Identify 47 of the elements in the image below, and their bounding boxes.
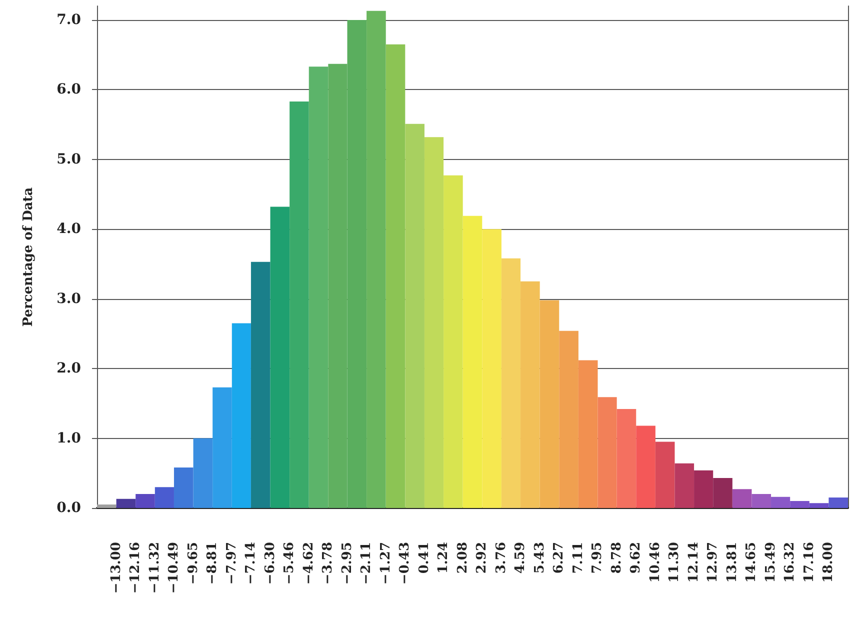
x-tick-label: 16.32 — [782, 542, 798, 583]
y-axis-title: Percentage of Data — [21, 186, 36, 327]
x-tick-label: −2.11 — [359, 542, 374, 585]
x-tick-label: 8.78 — [609, 542, 624, 574]
x-tick-label: 10.46 — [648, 542, 663, 583]
x-tick-label: −13.00 — [108, 542, 124, 594]
x-tick-label: 7.11 — [570, 542, 586, 574]
x-tick-label: 2.08 — [455, 542, 470, 574]
x-tick-label: −2.95 — [340, 542, 355, 585]
x-tick-label: 5.43 — [532, 542, 548, 574]
x-tick-label: 17.16 — [802, 542, 817, 583]
x-tick-label: −6.30 — [262, 542, 278, 585]
y-tick-label: 5.0 — [56, 151, 82, 168]
x-tick-label: 2.92 — [474, 542, 490, 574]
x-tick-label: 18.00 — [821, 542, 836, 583]
x-tick-label: −5.46 — [282, 542, 298, 585]
x-tick-label: 4.59 — [513, 542, 528, 574]
x-tick-label: 3.76 — [494, 542, 509, 574]
y-tick-label: 6.0 — [56, 82, 82, 98]
x-tick-label: 1.24 — [436, 542, 452, 574]
x-tick-label: 13.81 — [724, 542, 740, 583]
x-tick-label: −10.49 — [166, 542, 182, 594]
y-tick-label: 2.0 — [56, 360, 82, 377]
x-tick-label: −8.81 — [205, 542, 220, 585]
x-tick-label: −11.32 — [147, 542, 162, 594]
y-tick-label: 4.0 — [56, 221, 82, 238]
x-tick-label: −3.78 — [320, 542, 336, 585]
x-tick-label: 12.97 — [706, 542, 721, 583]
x-tick-label: 14.65 — [744, 542, 760, 583]
x-tick-label: −1.27 — [378, 542, 394, 585]
x-tick-label: 0.41 — [416, 542, 432, 574]
x-tick-label: −0.43 — [398, 542, 413, 585]
x-tick-label: −7.14 — [243, 542, 258, 585]
x-tick-label: −4.62 — [301, 542, 316, 585]
x-tick-label: 12.14 — [686, 542, 702, 583]
y-tick-label: 3.0 — [56, 290, 82, 307]
x-tick-label: −9.65 — [186, 542, 201, 585]
x-tick-label: −12.16 — [128, 542, 144, 594]
x-tick-label: 15.49 — [764, 542, 779, 583]
x-tick-label: 7.95 — [590, 542, 606, 574]
x-tick-label: −7.97 — [224, 542, 240, 585]
x-tick-label: 6.27 — [552, 542, 567, 574]
y-tick-label: 0.0 — [56, 500, 82, 516]
x-tick-label: 9.62 — [628, 542, 644, 574]
y-tick-label: 1.0 — [56, 430, 82, 446]
y-tick-label: 7.0 — [56, 12, 82, 28]
x-tick-label: 11.30 — [667, 542, 682, 583]
